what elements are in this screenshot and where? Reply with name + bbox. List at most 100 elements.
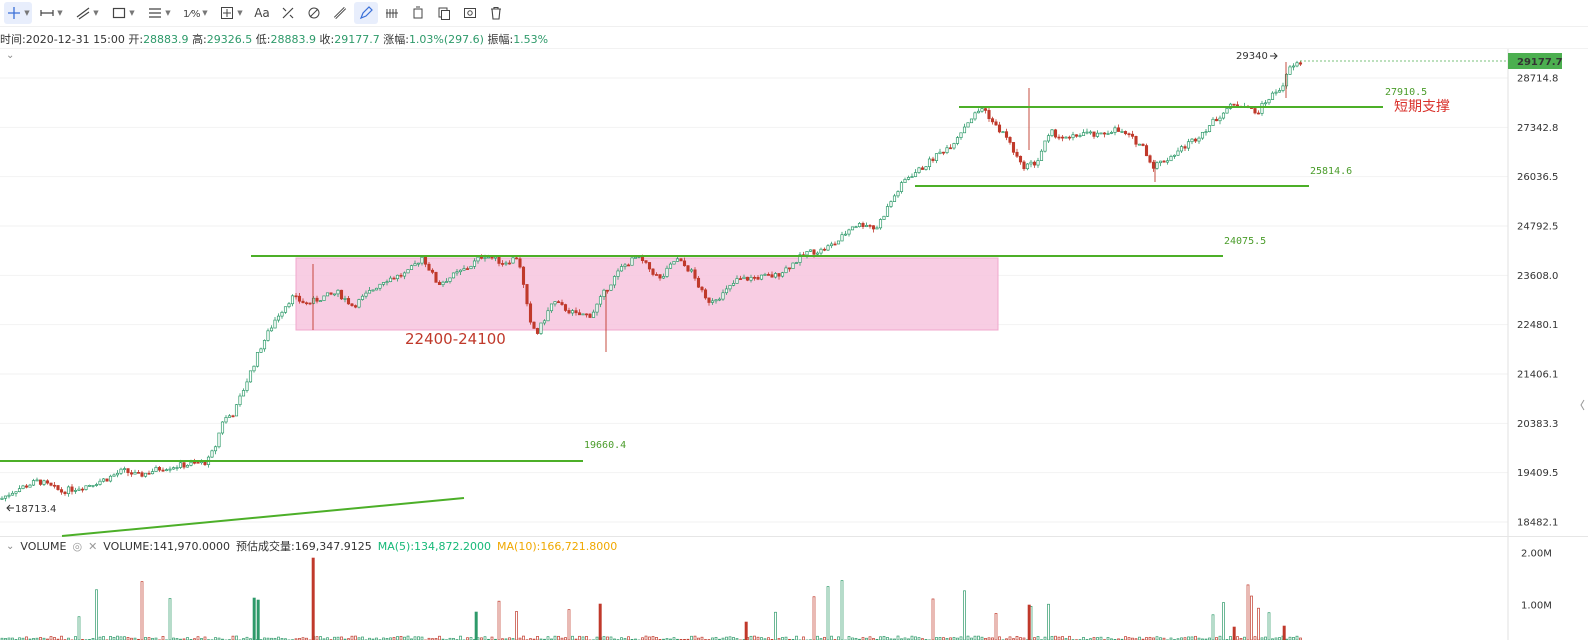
volume-bar xyxy=(553,635,557,640)
candle-body xyxy=(164,469,169,472)
candle-body xyxy=(476,256,480,262)
fibonacci-tool[interactable]: 1⁄% ▼ xyxy=(178,2,212,24)
horizontal-ray-tool[interactable]: ▼ xyxy=(34,2,68,24)
collapse-volume-icon[interactable]: ⌄ xyxy=(6,540,15,552)
candle-body xyxy=(1015,151,1019,157)
volume-bar xyxy=(784,636,788,640)
trend-line-tool[interactable]: ▼ xyxy=(70,2,104,24)
volume-bar xyxy=(760,637,763,640)
text-tool[interactable]: Aa xyxy=(250,2,274,24)
candle-body xyxy=(297,295,302,302)
volume-bar xyxy=(392,637,396,640)
candle-body xyxy=(570,310,575,314)
ruler-tool[interactable] xyxy=(328,2,352,24)
candle-body xyxy=(938,151,942,154)
candle-body xyxy=(189,461,193,466)
candle-body xyxy=(1106,133,1110,135)
volume-bar xyxy=(1239,638,1243,640)
candle-body xyxy=(542,320,547,324)
candle-body xyxy=(745,276,750,281)
candle-body xyxy=(955,137,960,144)
lock-drawing-icon xyxy=(384,5,400,21)
volume-bar xyxy=(1064,638,1068,640)
candle-body xyxy=(1179,146,1184,152)
candle-body xyxy=(192,461,197,464)
crosshair-tool[interactable]: ▼ xyxy=(4,2,32,24)
amplitude-label: 振幅: xyxy=(487,33,514,46)
candle-body xyxy=(143,472,148,477)
volume-bar xyxy=(147,637,151,640)
volume-bar xyxy=(1155,636,1159,640)
rectangle-tool[interactable]: ▼ xyxy=(106,2,140,24)
volume-bar xyxy=(1050,636,1054,640)
low-value: 28883.9 xyxy=(270,33,317,46)
candle-body xyxy=(952,143,956,149)
candle-body xyxy=(1151,161,1156,169)
candle-body xyxy=(469,265,473,270)
volume-bar xyxy=(116,635,119,640)
candle-body xyxy=(101,478,106,482)
volume-bar xyxy=(945,638,949,640)
candle-body xyxy=(1253,108,1257,114)
candle-body xyxy=(1162,160,1166,163)
candle-body xyxy=(1011,142,1016,153)
volume-bar xyxy=(399,636,403,640)
candle-body xyxy=(1284,74,1289,87)
volume-bar xyxy=(74,636,77,640)
delete-tool[interactable] xyxy=(484,2,508,24)
candle-body xyxy=(959,132,963,138)
draw-mode-tool[interactable] xyxy=(354,2,378,24)
volume-bar xyxy=(963,590,966,640)
ma5-value: MA(5):134,872.2000 xyxy=(377,539,492,553)
open-value: 28883.9 xyxy=(143,33,189,46)
copy-tool[interactable] xyxy=(432,2,456,24)
volume-bar xyxy=(77,616,81,640)
pattern-tool[interactable] xyxy=(276,2,300,24)
hide-drawings-tool[interactable] xyxy=(406,2,430,24)
screenshot-tool[interactable] xyxy=(458,2,482,24)
collapse-main-legend-icon[interactable]: ⌄ xyxy=(6,50,15,61)
candle-body xyxy=(150,471,155,475)
measure-tool[interactable]: ▼ xyxy=(214,2,248,24)
candle-body xyxy=(402,272,407,277)
candle-body xyxy=(332,293,337,296)
candle-body xyxy=(980,108,984,112)
volume-bar xyxy=(966,635,970,640)
candle-body xyxy=(696,277,701,288)
candle-body xyxy=(623,264,627,267)
svg-text:1⁄%: 1⁄% xyxy=(183,9,200,20)
candle-body xyxy=(644,260,648,263)
candle-body xyxy=(619,266,624,272)
candle-body xyxy=(70,486,74,492)
volume-settings-icon[interactable]: ◎ xyxy=(72,539,83,553)
volume-bars-group xyxy=(0,557,1302,640)
candle-body xyxy=(360,295,365,300)
volume-bar xyxy=(627,636,630,640)
candle-body xyxy=(1207,125,1212,133)
price-axis-tick: 18482.1 xyxy=(1517,518,1558,529)
candle-body xyxy=(665,267,669,277)
ohlc-info-bar: 时间:2020-12-31 15:00 开:28883.9 高:29326.5 … xyxy=(0,31,548,47)
candle-body xyxy=(927,158,932,168)
candle-body xyxy=(539,322,543,334)
volume-bar xyxy=(130,637,133,640)
price-axis-tick: 23608.0 xyxy=(1517,271,1558,282)
lock-tool[interactable] xyxy=(380,2,404,24)
volume-close-icon[interactable]: ✕ xyxy=(88,539,98,553)
volume-axis-tick: 2.00M xyxy=(1521,549,1552,560)
candle-body xyxy=(1197,137,1201,142)
candle-body xyxy=(651,268,655,275)
volume-bar xyxy=(578,635,581,640)
candle-body xyxy=(581,313,585,316)
volume-bar xyxy=(1036,636,1040,640)
volume-bar xyxy=(970,637,973,640)
channel-tool[interactable]: ▼ xyxy=(142,2,176,24)
price-axis-tick: 27342.8 xyxy=(1517,123,1558,134)
candle-body xyxy=(654,274,659,276)
magnet-tool[interactable] xyxy=(302,2,326,24)
candle-body xyxy=(1134,136,1138,145)
dropdown-caret-icon: ▼ xyxy=(202,9,208,17)
parallel-lines-icon xyxy=(147,5,163,21)
candle-body xyxy=(780,272,785,277)
